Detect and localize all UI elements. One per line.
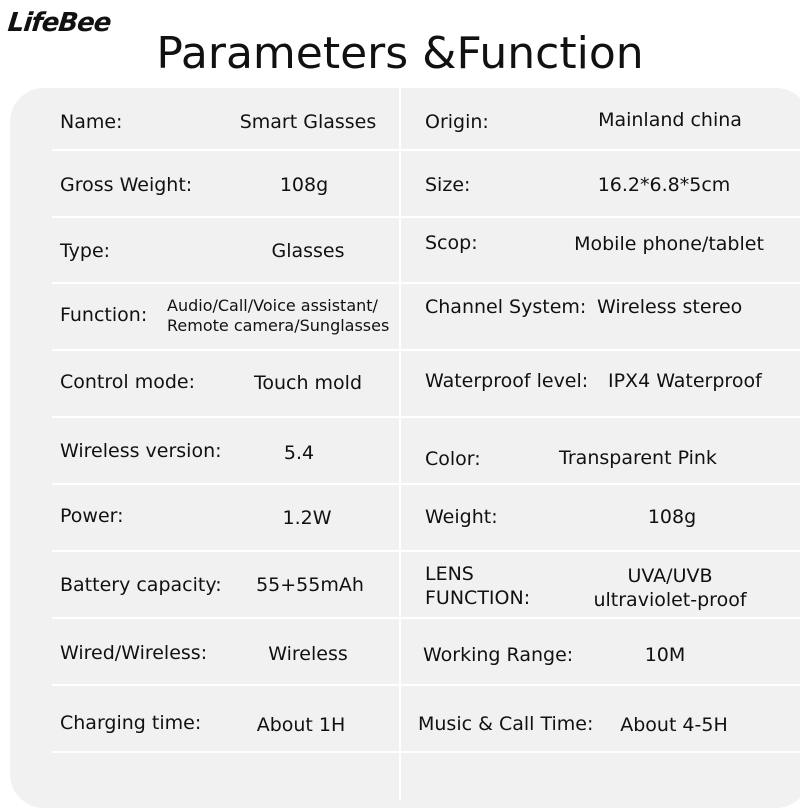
spec-table-panel: [10, 88, 800, 808]
spec-value-wired-wireless: Wireless: [268, 643, 348, 665]
spec-value-type: Glasses: [271, 240, 345, 262]
spec-label-working-range: Working Range:: [423, 644, 574, 666]
row-divider: [52, 282, 800, 284]
row-divider: [52, 149, 800, 151]
spec-value-music-call-time: About 4-5H: [620, 714, 728, 736]
spec-label-size: Size:: [425, 174, 471, 196]
spec-label-function: Function:: [60, 304, 148, 326]
spec-label-wired-wireless: Wired/Wireless:: [60, 642, 208, 664]
row-divider: [52, 751, 800, 753]
spec-value-lens-function-line1: UVA/UVB: [627, 565, 713, 587]
spec-value-battery-capacity: 55+55mAh: [256, 574, 364, 596]
spec-value-working-range: 10M: [644, 644, 686, 666]
spec-label-wireless-version: Wireless version:: [60, 440, 222, 462]
spec-value-weight: 108g: [647, 506, 697, 528]
spec-label-lens-function-line2: FUNCTION:: [425, 587, 531, 609]
spec-value-lens-function-line2: ultraviolet-proof: [593, 589, 747, 611]
column-divider: [399, 88, 401, 800]
spec-label-charging-time: Charging time:: [60, 712, 202, 734]
spec-label-weight: Weight:: [425, 506, 498, 528]
spec-label-gross-weight: Gross Weight:: [60, 174, 193, 196]
spec-value-channel-system: Wireless stereo: [597, 296, 743, 318]
spec-value-power: 1.2W: [282, 507, 332, 529]
spec-value-function-line1: Audio/Call/Voice assistant/: [167, 296, 378, 315]
spec-label-color: Color:: [425, 448, 481, 470]
row-divider: [52, 684, 800, 686]
spec-value-color: Transparent Pink: [559, 447, 717, 469]
row-divider: [52, 483, 800, 485]
spec-value-charging-time: About 1H: [256, 714, 346, 736]
spec-label-type: Type:: [60, 240, 111, 262]
spec-label-channel-system: Channel System:: [425, 296, 587, 318]
spec-value-waterproof-level: IPX4 Waterproof: [608, 370, 762, 392]
spec-value-size: 16.2*6.8*5cm: [597, 174, 731, 196]
spec-value-gross-weight: 108g: [279, 174, 329, 196]
spec-label-power: Power:: [60, 505, 124, 527]
spec-label-lens-function-line1: LENS: [425, 563, 474, 585]
spec-label-origin: Origin:: [425, 111, 489, 133]
spec-label-name: Name:: [60, 111, 123, 133]
row-divider: [52, 550, 800, 552]
row-divider: [52, 216, 800, 218]
row-divider: [52, 617, 800, 619]
spec-value-scop: Mobile phone/tablet: [574, 233, 764, 255]
row-divider: [52, 416, 800, 418]
row-divider: [52, 349, 800, 351]
spec-label-control-mode: Control mode:: [60, 371, 196, 393]
spec-label-scop: Scop:: [425, 232, 478, 254]
spec-label-battery-capacity: Battery capacity:: [60, 574, 222, 596]
spec-value-name: Smart Glasses: [239, 111, 377, 133]
spec-value-control-mode: Touch mold: [253, 372, 363, 394]
spec-value-function-line2: Remote camera/Sunglasses: [167, 316, 390, 335]
spec-label-music-call-time: Music & Call Time:: [418, 713, 594, 735]
spec-value-origin: Mainland china: [598, 109, 742, 131]
page-title: Parameters &Function: [156, 28, 644, 79]
spec-label-waterproof-level: Waterproof level:: [425, 370, 589, 392]
spec-value-wireless-version: 5.4: [283, 442, 315, 464]
